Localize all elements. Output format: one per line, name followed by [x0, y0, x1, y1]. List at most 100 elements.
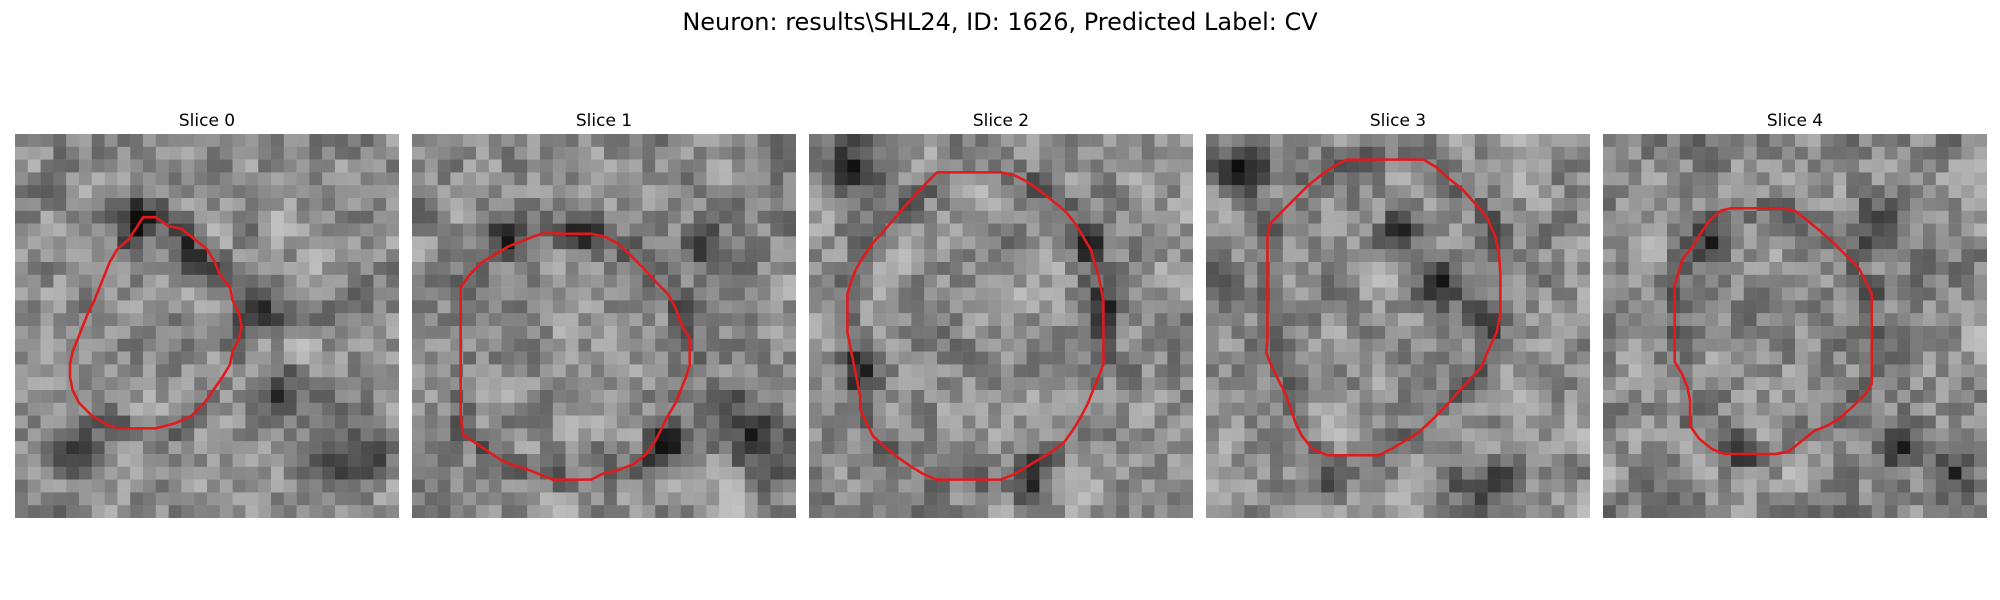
image-pixel — [130, 441, 144, 455]
image-pixel — [1346, 338, 1360, 352]
image-pixel — [1090, 505, 1104, 518]
image-pixel — [1782, 262, 1796, 276]
image-pixel — [1206, 402, 1220, 416]
image-pixel — [962, 134, 976, 148]
image-pixel — [40, 210, 54, 224]
image-pixel — [578, 402, 592, 416]
image-pixel — [1244, 198, 1258, 212]
image-pixel — [616, 134, 630, 148]
image-pixel — [732, 210, 746, 224]
image-pixel — [1141, 492, 1155, 506]
image-pixel — [1756, 159, 1770, 173]
image-pixel — [680, 159, 694, 173]
image-pixel — [296, 479, 310, 493]
image-pixel — [1001, 159, 1015, 173]
image-pixel — [1167, 415, 1181, 429]
image-pixel — [1474, 326, 1488, 340]
image-pixel — [911, 313, 925, 327]
image-pixel — [591, 377, 605, 391]
image-pixel — [501, 364, 515, 378]
image-pixel — [386, 159, 399, 173]
image-pixel — [1769, 402, 1783, 416]
image-pixel — [1974, 134, 1987, 148]
image-pixel — [1743, 466, 1757, 480]
image-pixel — [962, 377, 976, 391]
image-pixel — [1039, 492, 1053, 506]
image-pixel — [1871, 249, 1885, 263]
image-pixel — [1743, 428, 1757, 442]
image-pixel — [53, 428, 67, 442]
image-pixel — [335, 300, 349, 314]
image-pixel — [463, 223, 477, 237]
image-pixel — [565, 300, 579, 314]
image-pixel — [629, 377, 643, 391]
image-pixel — [937, 185, 951, 199]
image-pixel — [1871, 390, 1885, 404]
image-pixel — [271, 377, 285, 391]
image-pixel — [309, 287, 323, 301]
image-pixel — [283, 300, 297, 314]
image-pixel — [809, 134, 823, 148]
image-pixel — [207, 492, 221, 506]
image-pixel — [655, 159, 669, 173]
image-pixel — [181, 287, 195, 301]
image-pixel — [476, 415, 490, 429]
image-pixel — [1359, 146, 1373, 160]
image-pixel — [1769, 146, 1783, 160]
image-pixel — [309, 326, 323, 340]
image-pixel — [1295, 274, 1309, 288]
image-pixel — [1065, 326, 1079, 340]
image-pixel — [898, 134, 912, 148]
image-pixel — [1833, 338, 1847, 352]
image-pixel — [770, 454, 784, 468]
image-pixel — [1564, 492, 1578, 506]
image-pixel — [1026, 364, 1040, 378]
image-pixel — [1615, 466, 1629, 480]
image-pixel — [258, 338, 272, 352]
image-pixel — [744, 313, 758, 327]
image-pixel — [335, 134, 349, 148]
image-pixel — [1180, 274, 1193, 288]
image-pixel — [1449, 198, 1463, 212]
image-pixel — [834, 185, 848, 199]
image-pixel — [1039, 402, 1053, 416]
image-pixel — [1820, 466, 1834, 480]
image-pixel — [770, 402, 784, 416]
image-pixel — [309, 313, 323, 327]
image-pixel — [1948, 441, 1962, 455]
image-pixel — [860, 479, 874, 493]
image-pixel — [1282, 492, 1296, 506]
image-pixel — [91, 441, 105, 455]
image-pixel — [296, 441, 310, 455]
image-pixel — [1500, 223, 1514, 237]
image-pixel — [1846, 326, 1860, 340]
image-pixel — [1859, 505, 1873, 518]
image-pixel — [91, 505, 105, 518]
image-pixel — [1334, 390, 1348, 404]
image-pixel — [540, 326, 554, 340]
image-pixel — [591, 428, 605, 442]
image-pixel — [1923, 249, 1937, 263]
image-pixel — [744, 172, 758, 186]
image-pixel — [1129, 223, 1143, 237]
image-pixel — [1116, 274, 1130, 288]
image-pixel — [744, 185, 758, 199]
image-pixel — [1141, 351, 1155, 365]
image-pixel — [642, 210, 656, 224]
image-pixel — [1001, 505, 1015, 518]
image-pixel — [360, 185, 374, 199]
image-pixel — [1756, 134, 1770, 148]
image-pixel — [1923, 441, 1937, 455]
image-pixel — [937, 428, 951, 442]
image-pixel — [463, 146, 477, 160]
image-pixel — [1270, 326, 1284, 340]
image-pixel — [463, 390, 477, 404]
image-pixel — [578, 159, 592, 173]
image-pixel — [1577, 249, 1590, 263]
image-pixel — [437, 287, 451, 301]
image-pixel — [1897, 428, 1911, 442]
image-pixel — [873, 134, 887, 148]
image-pixel — [1782, 415, 1796, 429]
image-pixel — [258, 223, 272, 237]
image-pixel — [629, 402, 643, 416]
